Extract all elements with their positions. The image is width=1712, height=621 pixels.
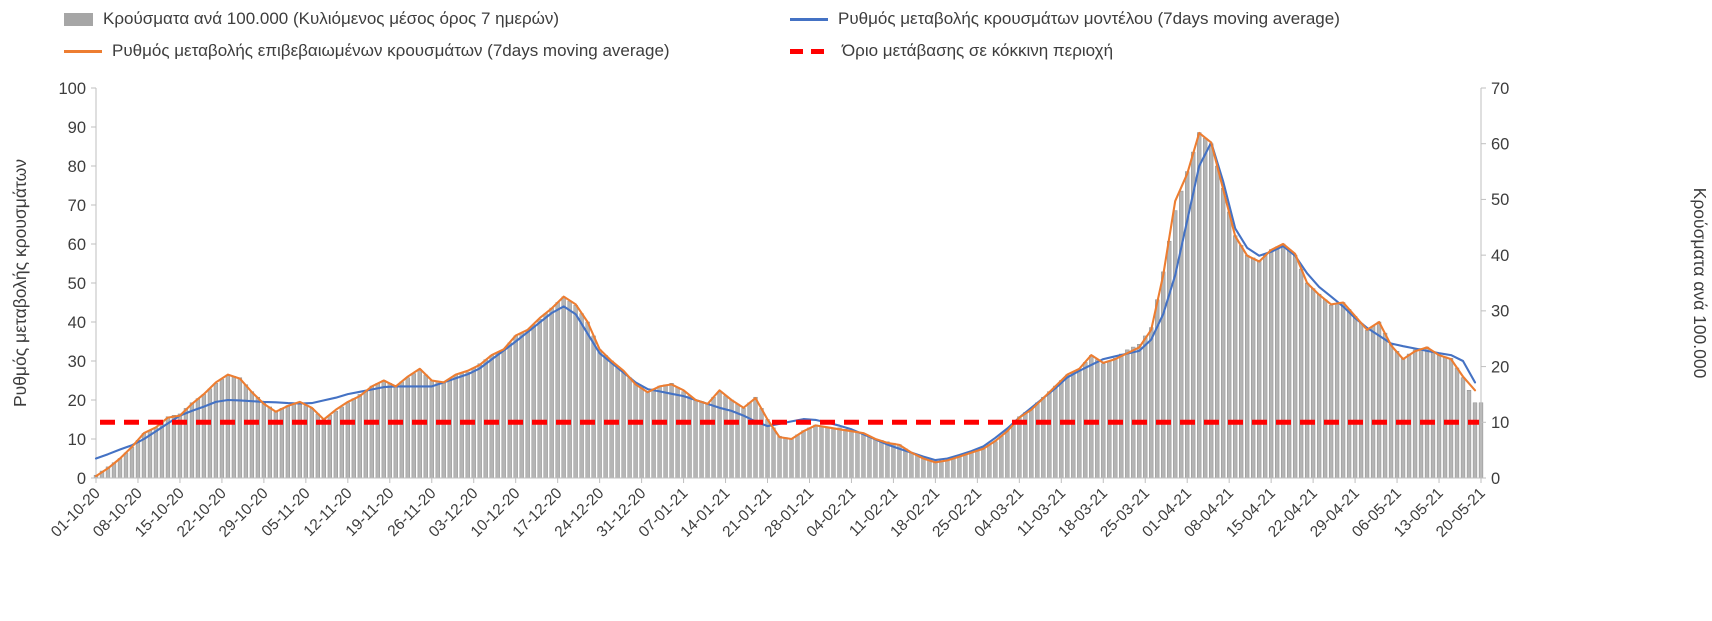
- svg-text:70: 70: [68, 197, 86, 215]
- model_rate_of_change-line: [94, 141, 1477, 462]
- svg-text:40: 40: [1491, 247, 1509, 265]
- legend-label-red-zone-threshold: Όριο μετάβασης σε κόκκινη περιοχή: [842, 41, 1114, 60]
- legend-label-model-rate: Ρυθμός μεταβολής κρουσμάτων μοντέλου (7d…: [838, 9, 1340, 28]
- x-axis-date-labels: 01-10-2008-10-2015-10-2022-10-2029-10-20…: [48, 485, 1489, 541]
- svg-text:70: 70: [1491, 80, 1509, 98]
- bar-series-swatch-icon: [64, 12, 93, 26]
- confirmed_rate_of_change-line: [94, 131, 1477, 478]
- svg-text:40: 40: [68, 314, 86, 332]
- svg-text:50: 50: [1491, 191, 1509, 209]
- svg-text:60: 60: [68, 236, 86, 254]
- svg-text:0: 0: [77, 470, 86, 488]
- right-axis-title: Κρούσματα ανά 100.000: [1690, 188, 1710, 379]
- axis-tick-labels: 0 10 20 30 40 50 60 70 80 90 100 0 10 20 30 40 50 60 70: [58, 80, 1509, 488]
- legend-item-confirmed-rate: Ρυθμός μεταβολής επιβεβαιωμένων κρουσμάτ…: [64, 39, 670, 63]
- svg-text:20: 20: [68, 392, 86, 410]
- legend-item-cases-per-100k: Κρούσματα ανά 100.000 (Κυλιόμενος μέσος …: [64, 7, 559, 31]
- svg-text:30: 30: [1491, 303, 1509, 321]
- svg-text:90: 90: [68, 119, 86, 137]
- model-line-swatch-icon: [790, 17, 828, 21]
- legend-label-cases-per-100k: Κρούσματα ανά 100.000 (Κυλιόμενος μέσος …: [103, 9, 560, 28]
- legend-item-model-rate: Ρυθμός μεταβολής κρουσμάτων μοντέλου (7d…: [790, 7, 1340, 31]
- confirmed-line-swatch-icon: [64, 49, 102, 53]
- left-axis-title: Ρυθμός μεταβολής κρουσμάτων: [10, 159, 30, 407]
- svg-text:0: 0: [1491, 470, 1500, 488]
- svg-text:60: 60: [1491, 135, 1509, 153]
- axes: [91, 87, 1486, 483]
- threshold-dash-swatch-icon: [790, 48, 832, 54]
- svg-text:20: 20: [1491, 358, 1509, 376]
- svg-text:10: 10: [68, 431, 86, 449]
- svg-text:100: 100: [58, 80, 86, 98]
- svg-text:30: 30: [68, 353, 86, 371]
- legend-item-red-zone-threshold: Όριο μετάβασης σε κόκκινη περιοχή: [790, 39, 1113, 63]
- svg-text:10: 10: [1491, 414, 1509, 432]
- svg-text:80: 80: [68, 158, 86, 176]
- legend-label-confirmed-rate: Ρυθμός μεταβολής επιβεβαιωμένων κρουσμάτ…: [112, 41, 670, 60]
- cases-per-100k-bars: [93, 132, 1484, 479]
- svg-text:50: 50: [68, 275, 86, 293]
